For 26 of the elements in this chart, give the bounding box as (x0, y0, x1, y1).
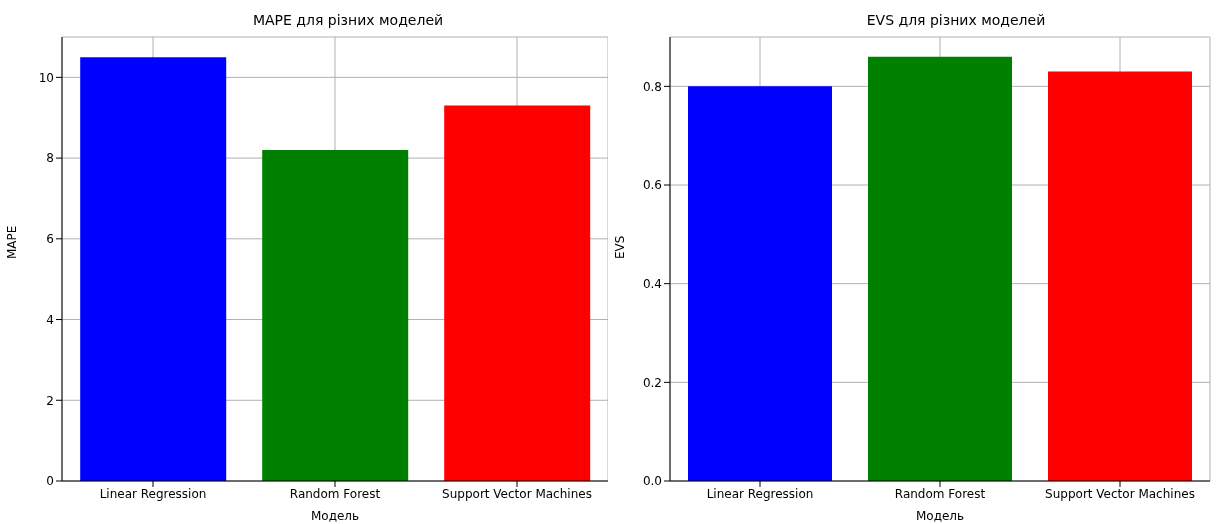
y-tick-label: 0.8 (642, 79, 662, 94)
y-tick-label: 4 (46, 312, 54, 327)
y-tick-label: 8 (46, 151, 54, 166)
y-tick-label: 0.0 (642, 474, 662, 489)
x-tick-label: Random Forest (894, 486, 986, 501)
x-axis-title: Модель (310, 509, 360, 523)
y-tick-label: 0.2 (642, 375, 662, 390)
y-axis-title: EVS (613, 235, 628, 259)
y-tick-label: 6 (46, 232, 54, 247)
bar (80, 57, 227, 481)
x-tick-label: Support Vector Machines (1045, 486, 1195, 501)
x-tick-label: Random Forest (289, 486, 381, 501)
y-axis-title: MAPE (5, 225, 20, 259)
x-tick-label: Linear Regression (706, 486, 814, 501)
bar (444, 105, 591, 481)
chart-title: MAPE для різних моделей (251, 12, 445, 28)
y-tick-label: 0 (46, 474, 54, 489)
y-tick-label: 2 (46, 393, 54, 408)
y-tick-label: 0.6 (642, 178, 662, 193)
y-tick-label: 0.4 (642, 276, 662, 291)
y-tick-label: 10 (38, 70, 54, 85)
chart-title: EVS для різних моделей (865, 12, 1047, 28)
bar (262, 150, 409, 481)
x-tick-label: Support Vector Machines (442, 486, 592, 501)
x-tick-label: Linear Regression (99, 486, 207, 501)
x-axis-title: Модель (915, 509, 965, 523)
